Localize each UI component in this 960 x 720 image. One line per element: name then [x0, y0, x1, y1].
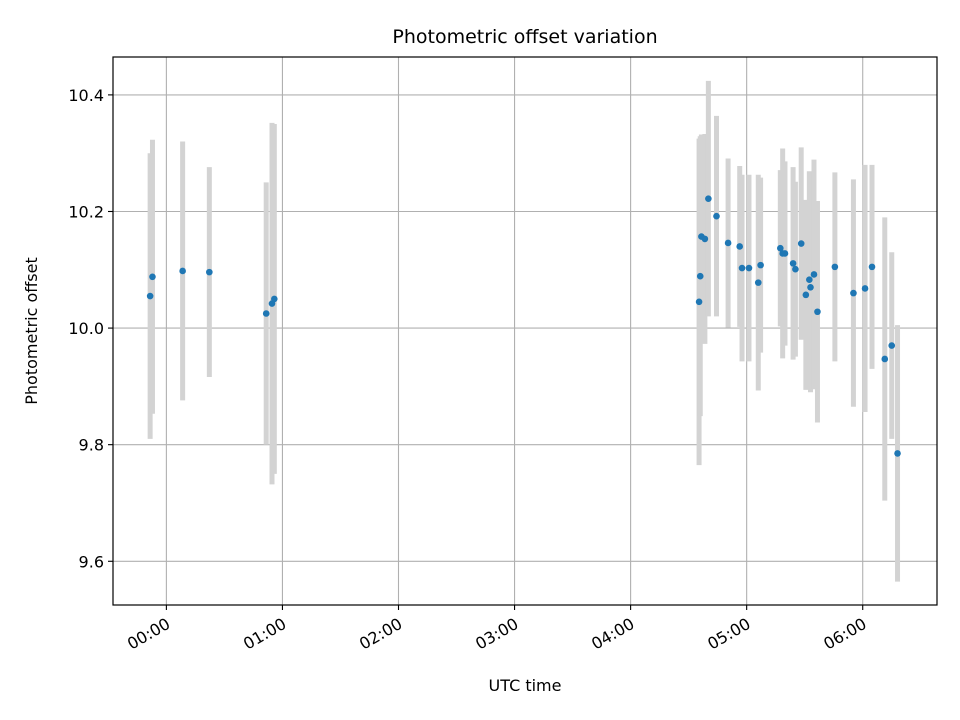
data-point	[696, 272, 704, 280]
data-point	[695, 298, 703, 306]
data-point	[802, 291, 810, 299]
data-point	[149, 273, 156, 281]
data-point	[777, 244, 784, 252]
data-point	[806, 276, 813, 283]
data-point	[831, 263, 839, 271]
x-tick-label: 05:00	[704, 614, 753, 654]
data-point	[736, 243, 744, 250]
data-point	[807, 283, 814, 291]
x-tick-label: 02:00	[356, 614, 405, 654]
y-tick-label: 10.4	[68, 86, 104, 105]
y-tick-label: 9.8	[79, 436, 104, 455]
data-point	[738, 264, 746, 272]
data-point	[757, 261, 764, 269]
x-tick-label: 00:00	[124, 614, 173, 654]
y-tick-label: 10.2	[68, 202, 104, 221]
data-point	[262, 310, 270, 317]
data-point	[792, 265, 799, 273]
data-point	[206, 268, 213, 276]
data-point	[271, 295, 278, 303]
x-tick-label: 04:00	[588, 614, 637, 654]
data-point	[810, 271, 818, 278]
x-tick-label: 01:00	[240, 614, 289, 654]
data-point	[146, 292, 154, 300]
data-point	[179, 267, 186, 275]
data-point	[705, 195, 712, 202]
data-point	[789, 260, 797, 267]
y-tick-labels: 9.6 9.8 10.0 10.2 10.4	[68, 86, 104, 571]
data-point	[797, 240, 805, 247]
data-point	[868, 263, 876, 271]
data-point	[781, 250, 789, 257]
data-point	[814, 308, 821, 316]
data-point	[894, 450, 901, 457]
data-point	[745, 264, 753, 272]
data-point	[850, 289, 857, 297]
x-tick-marks	[165, 605, 864, 610]
y-tick-label: 9.6	[79, 552, 104, 571]
data-points	[146, 195, 901, 457]
data-point	[861, 285, 869, 292]
chart-title: Photometric offset variation	[392, 26, 657, 48]
data-point	[724, 239, 732, 247]
error-bars	[147, 80, 901, 582]
data-point	[713, 212, 720, 220]
plot-frame	[112, 56, 938, 606]
data-point	[701, 235, 709, 243]
y-tick-label: 10.0	[68, 319, 104, 338]
data-point	[754, 279, 762, 286]
y-tick-marks	[108, 94, 113, 562]
x-tick-label: 03:00	[472, 614, 521, 654]
data-point	[888, 342, 896, 349]
data-point	[881, 355, 889, 363]
x-tick-label: 06:00	[820, 614, 869, 654]
x-axis-label: UTC time	[489, 676, 562, 695]
y-axis-label: Photometric offset	[22, 257, 41, 405]
x-tick-labels: 00:00 01:00 02:00 03:00 04:00 05:00 06:00	[124, 614, 870, 654]
